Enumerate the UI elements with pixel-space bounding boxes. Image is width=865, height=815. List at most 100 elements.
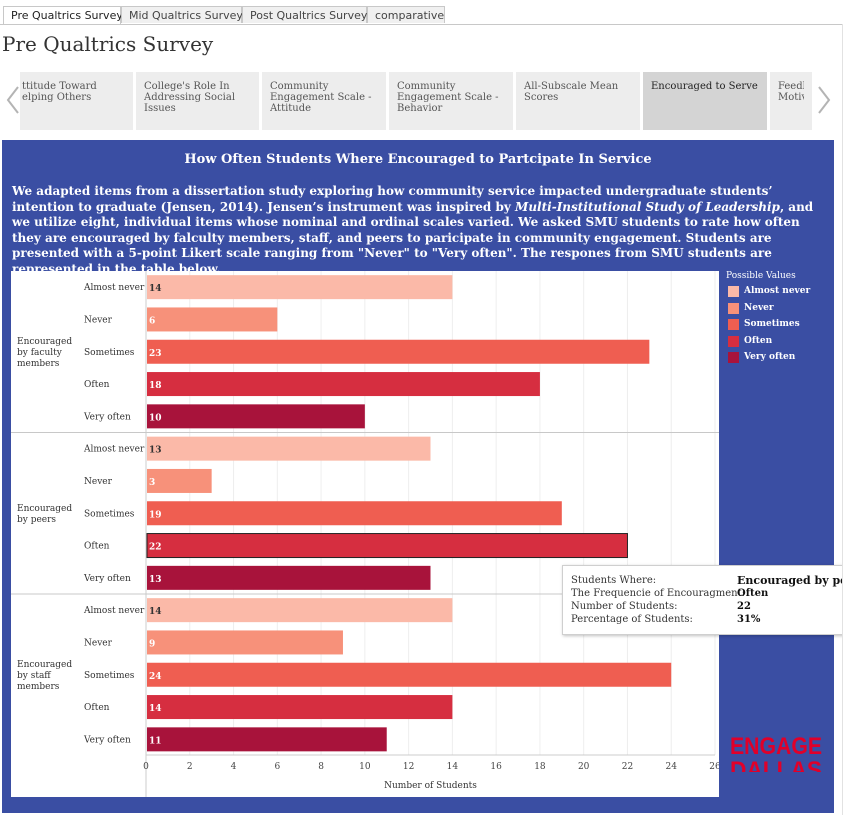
legend-swatch bbox=[728, 335, 739, 347]
story-point-engagement-attitude[interactable]: Community Engagement Scale - Attitude bbox=[262, 72, 386, 130]
tick-label: 4 bbox=[231, 762, 237, 772]
data-label: 18 bbox=[149, 381, 162, 391]
story-point-line: All-Subscale Mean bbox=[524, 81, 619, 92]
engage-dallas-logo: ENGAGE DALLAS bbox=[728, 732, 828, 772]
tab-comparative[interactable]: comparative bbox=[367, 6, 445, 23]
story-point-line: Engagement Scale - bbox=[270, 92, 372, 103]
data-label: 13 bbox=[149, 575, 162, 585]
group-label: members bbox=[17, 359, 60, 369]
legend-swatch bbox=[728, 302, 739, 314]
tooltip-row: The Frequencie of Encouragment: Often bbox=[571, 587, 861, 600]
tooltip-key: Percentage of Students: bbox=[571, 614, 693, 625]
category-label: Often bbox=[84, 703, 110, 713]
story-point-attitude-toward-helping-others[interactable]: ttitude Toward elping Others bbox=[20, 72, 133, 130]
story-prev-button[interactable] bbox=[3, 82, 25, 118]
chart-description: We adapted items from a dissertation stu… bbox=[12, 184, 828, 278]
story-point-feedback-motivation[interactable]: Feedba Motiva bbox=[770, 72, 812, 130]
bar bbox=[147, 372, 540, 397]
legend-item[interactable]: Sometimes bbox=[726, 318, 831, 335]
legend: Possible Values Almost never Never Sometim… bbox=[726, 271, 831, 368]
bar bbox=[147, 275, 453, 300]
x-axis-title: Number of Students bbox=[384, 781, 477, 791]
svg-text:DALLAS: DALLAS bbox=[730, 757, 822, 772]
tick-label: 26 bbox=[709, 762, 719, 772]
legend-item[interactable]: Very often bbox=[726, 351, 831, 368]
bar bbox=[147, 436, 431, 461]
tooltip-value: 31% bbox=[737, 614, 761, 625]
legend-swatch bbox=[728, 319, 739, 330]
story-point-line: Community bbox=[397, 81, 456, 92]
tab-mid-qualtrics-survey[interactable]: Mid Qualtrics Survey bbox=[121, 6, 243, 23]
legend-item[interactable]: Almost never bbox=[726, 285, 831, 302]
group-label: Encouraged bbox=[17, 660, 72, 670]
tick-label: 22 bbox=[622, 762, 633, 772]
bar bbox=[147, 404, 365, 429]
chevron-left-icon bbox=[6, 86, 19, 114]
story-point-line: Encouraged to Serve bbox=[651, 81, 758, 92]
data-label: 9 bbox=[149, 639, 155, 649]
tooltip-value: Often bbox=[737, 588, 769, 599]
bar bbox=[147, 565, 431, 590]
category-label: Never bbox=[84, 477, 113, 487]
category-label: Never bbox=[84, 638, 113, 648]
tooltip-key: Number of Students: bbox=[571, 601, 678, 612]
tick-label: 8 bbox=[318, 762, 324, 772]
story-point-engagement-behavior[interactable]: Community Engagement Scale - Behavior bbox=[389, 72, 513, 130]
data-label: 13 bbox=[149, 446, 162, 456]
data-label: 14 bbox=[149, 607, 162, 617]
tick-label: 6 bbox=[274, 762, 280, 772]
tick-label: 24 bbox=[666, 762, 678, 772]
legend-label: Often bbox=[744, 335, 773, 346]
tooltip-key: The Frequencie of Encouragment: bbox=[571, 588, 746, 599]
data-label: 6 bbox=[149, 316, 155, 326]
data-label: 10 bbox=[149, 413, 162, 423]
bar bbox=[147, 727, 387, 752]
description-italic-title: Multi-Institutional Study of Leadership bbox=[515, 199, 780, 214]
story-point-all-subscale-mean-scores[interactable]: All-Subscale Mean Scores bbox=[516, 72, 640, 130]
tooltip-value: Encouraged by peers bbox=[737, 574, 865, 587]
story-next-button[interactable] bbox=[812, 82, 834, 118]
legend-item[interactable]: Never bbox=[726, 302, 831, 319]
legend-item[interactable]: Often bbox=[726, 335, 831, 352]
data-label: 19 bbox=[149, 510, 162, 520]
dashboard-panel: How Often Students Where Encouraged to P… bbox=[2, 140, 834, 813]
story-point-colleges-role[interactable]: College's Role In Addressing Social Issu… bbox=[136, 72, 259, 130]
story-point-line: Scores bbox=[524, 92, 559, 103]
bar bbox=[147, 630, 343, 655]
tick-label: 0 bbox=[143, 762, 149, 772]
category-label: Almost never bbox=[83, 606, 145, 616]
workbook-tab-bar: Pre Qualtrics Survey Mid Qualtrics Surve… bbox=[0, 6, 865, 25]
bar bbox=[147, 598, 453, 623]
tooltip-row: Students Where: Encouraged by peers bbox=[571, 574, 865, 587]
tick-label: 16 bbox=[490, 762, 502, 772]
tooltip-key: Students Where: bbox=[571, 575, 657, 586]
category-label: Very often bbox=[83, 412, 131, 422]
category-label: Often bbox=[84, 380, 110, 390]
tick-label: 12 bbox=[403, 762, 414, 772]
tick-label: 10 bbox=[359, 762, 371, 772]
svg-text:ENGAGE: ENGAGE bbox=[730, 733, 822, 760]
tab-pre-qualtrics-survey[interactable]: Pre Qualtrics Survey bbox=[3, 6, 123, 24]
group-label: Encouraged bbox=[17, 337, 72, 347]
tick-label: 18 bbox=[534, 762, 546, 772]
story-point-encouraged-to-serve[interactable]: Encouraged to Serve bbox=[643, 72, 767, 130]
category-label: Never bbox=[84, 315, 113, 325]
legend-swatch bbox=[728, 286, 739, 297]
legend-swatch bbox=[728, 352, 739, 363]
story-point-line: Addressing Social bbox=[144, 92, 236, 103]
story-point-line: ttitude Toward bbox=[22, 81, 97, 92]
category-label: Often bbox=[84, 542, 110, 552]
chart-title: How Often Students Where Encouraged to P… bbox=[184, 152, 652, 167]
category-label: Almost never bbox=[83, 283, 145, 293]
category-label: Very often bbox=[83, 735, 131, 745]
tooltip-row: Number of Students: 22 bbox=[571, 600, 861, 613]
tooltip-value: 22 bbox=[737, 601, 751, 612]
tick-label: 2 bbox=[187, 762, 193, 772]
category-label: Sometimes bbox=[84, 509, 135, 519]
story-point-line: elping Others bbox=[22, 92, 92, 103]
tab-post-qualtrics-survey[interactable]: Post Qualtrics Survey bbox=[242, 6, 367, 23]
tooltip: Students Where: Encouraged by peers The … bbox=[562, 565, 865, 635]
story-point-line: Feedba bbox=[778, 81, 804, 92]
data-label: 11 bbox=[149, 736, 162, 746]
